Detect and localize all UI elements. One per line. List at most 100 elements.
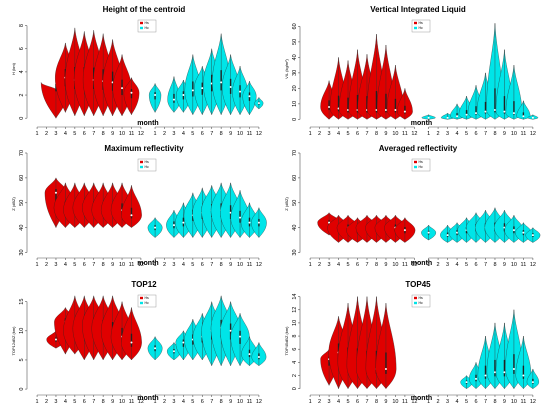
violin-median [456, 231, 459, 234]
x-tick-label: 5 [73, 131, 76, 137]
x-tick-label: 7 [484, 399, 487, 405]
x-tick-label: 5 [191, 399, 194, 405]
violin-box [130, 207, 133, 219]
violin-box [513, 354, 515, 374]
violin-median [257, 221, 260, 224]
x-tick-label: 5 [465, 399, 468, 405]
violin-box [356, 94, 359, 113]
y-tick-label: 2 [19, 94, 25, 97]
violin-median [328, 105, 331, 108]
violin-median [229, 85, 232, 88]
x-tick-label: 11 [129, 262, 135, 268]
x-tick-label: 3 [328, 131, 331, 137]
violin-box [366, 96, 368, 113]
x-axis-label: month [137, 120, 158, 127]
x-tick-label: 10 [511, 399, 517, 405]
x-tick-label: 2 [163, 399, 166, 405]
violin-box [385, 352, 387, 374]
violin-median [248, 95, 251, 98]
legend-label: Hc [419, 301, 424, 305]
violin-median [384, 109, 387, 112]
x-tick-label: 3 [54, 399, 57, 405]
violin-box [347, 97, 349, 113]
y-tick-label: 0 [19, 117, 25, 120]
y-tick-label: 10 [292, 101, 298, 107]
violin-median [522, 374, 525, 377]
x-tick-label: 12 [530, 131, 536, 137]
legend-swatch-cyan [140, 301, 143, 305]
x-tick-label: 4 [182, 399, 185, 405]
violin-median [394, 109, 397, 112]
y-tick-label: 2 [292, 374, 298, 377]
x-tick-label: 6 [201, 262, 204, 268]
violin-box [522, 365, 525, 379]
y-axis-label: Z (dBZ) [284, 197, 289, 211]
x-tick-label: 1 [309, 131, 312, 137]
x-tick-label: 3 [446, 131, 449, 137]
x-tick-label: 10 [119, 262, 125, 268]
x-tick-label: 11 [129, 131, 135, 137]
violin-median [239, 90, 242, 93]
violin-median [191, 89, 194, 92]
x-tick-label: 1 [427, 131, 430, 137]
x-tick-label: 2 [437, 131, 440, 137]
x-tick-label: 7 [484, 131, 487, 137]
legend-label: Hc [419, 26, 424, 30]
violin-median [54, 191, 57, 194]
x-tick-label: 1 [309, 262, 312, 268]
y-tick-label: 60 [292, 23, 298, 29]
x-tick-label: 5 [346, 399, 349, 405]
x-tick-label: 10 [511, 262, 517, 268]
x-tick-label: 4 [456, 399, 459, 405]
x-axis-label: month [137, 260, 158, 267]
x-tick-label: 9 [111, 262, 114, 268]
x-tick-label: 12 [411, 399, 417, 405]
y-tick-label: 40 [19, 225, 25, 231]
x-axis-label: month [137, 395, 158, 402]
y-tick-label: 70 [292, 150, 298, 156]
x-tick-label: 11 [521, 131, 527, 137]
y-tick-label: 60 [19, 175, 25, 181]
x-tick-label: 1 [36, 399, 39, 405]
x-tick-label: 8 [220, 399, 223, 405]
x-tick-label: 10 [237, 399, 243, 405]
violin-box [484, 365, 487, 379]
violin-box [503, 96, 506, 114]
x-tick-label: 12 [138, 262, 144, 268]
x-tick-label: 1 [309, 399, 312, 405]
x-tick-label: 4 [64, 131, 67, 137]
x-tick-label: 7 [92, 262, 95, 268]
x-tick-label: 7 [365, 131, 368, 137]
panel-title: TOP12 [131, 280, 157, 289]
x-tick-label: 3 [446, 262, 449, 268]
violin-box [328, 100, 330, 111]
x-tick-label: 9 [229, 262, 232, 268]
x-tick-label: 2 [163, 131, 166, 137]
legend-label: Hs [419, 160, 424, 164]
x-tick-label: 8 [220, 131, 223, 137]
x-tick-label: 12 [256, 131, 262, 137]
x-tick-label: 7 [210, 399, 213, 405]
violin-box [220, 70, 222, 91]
x-tick-label: 8 [102, 131, 105, 137]
violin-median [328, 221, 331, 224]
x-tick-label: 10 [392, 399, 398, 405]
x-tick-label: 6 [474, 131, 477, 137]
violin-box [494, 359, 496, 377]
violin-median [220, 81, 223, 84]
x-tick-label: 6 [83, 262, 86, 268]
x-tick-label: 1 [154, 399, 157, 405]
violin-box [192, 81, 194, 97]
x-tick-label: 8 [220, 262, 223, 268]
violin-box [513, 101, 515, 115]
legend-label: Hs [145, 21, 150, 25]
y-tick-label: 0 [19, 388, 25, 391]
x-tick-label: 1 [36, 131, 39, 137]
x-axis-label: month [411, 260, 432, 267]
legend-swatch-red [140, 296, 143, 300]
x-tick-label: 6 [356, 399, 359, 405]
y-tick-label: 10 [19, 328, 25, 334]
